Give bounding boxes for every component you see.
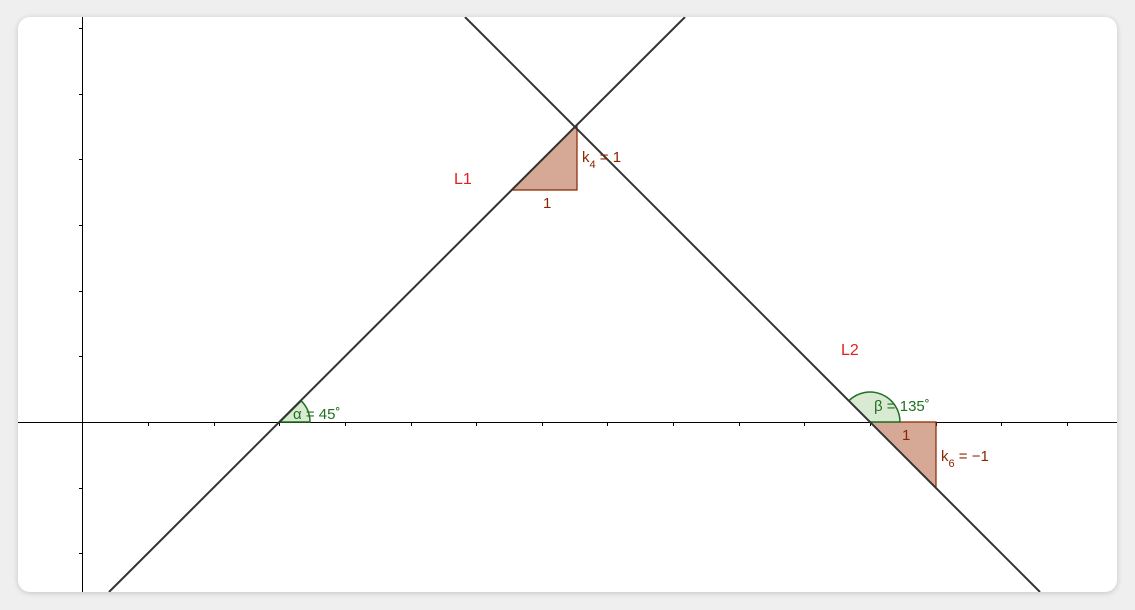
line-l1[interactable] — [108, 17, 686, 592]
run-label-k4: 1 — [543, 195, 551, 212]
slope-label-k6: k6 = −1 — [941, 448, 989, 470]
angle-alpha-symbol: α — [293, 406, 302, 423]
graph-canvas[interactable]: L1 L2 1 k4 = 1 1 k6 = −1 α = 45˚ β = 135… — [18, 17, 1117, 592]
y-axis-ticks — [79, 28, 82, 554]
slope-label-k4-value: = 1 — [596, 149, 621, 166]
slope-label-k6-prefix: k — [941, 448, 949, 465]
line-l2[interactable] — [464, 17, 1041, 592]
angle-beta-value: = 135˚ — [883, 398, 930, 415]
label-l2: L2 — [841, 342, 859, 359]
angle-beta-label: β = 135˚ — [874, 398, 930, 415]
slope-label-k6-value: = −1 — [955, 448, 989, 465]
angle-alpha-label: α = 45˚ — [293, 406, 340, 423]
angle-beta-symbol: β — [874, 398, 883, 415]
label-l1: L1 — [454, 171, 472, 188]
slope-label-k6-sub: 6 — [949, 458, 955, 470]
slope-label-k4-sub: 4 — [590, 159, 596, 171]
slope-label-k4: k4 = 1 — [582, 149, 621, 171]
slope-label-k4-prefix: k — [582, 149, 590, 166]
angle-beta-sector[interactable] — [847, 391, 901, 423]
angle-alpha-value: = 45˚ — [302, 406, 341, 423]
run-label-k6: 1 — [902, 427, 910, 444]
graphics-view[interactable]: L1 L2 1 k4 = 1 1 k6 = −1 α = 45˚ β = 135… — [18, 17, 1117, 592]
